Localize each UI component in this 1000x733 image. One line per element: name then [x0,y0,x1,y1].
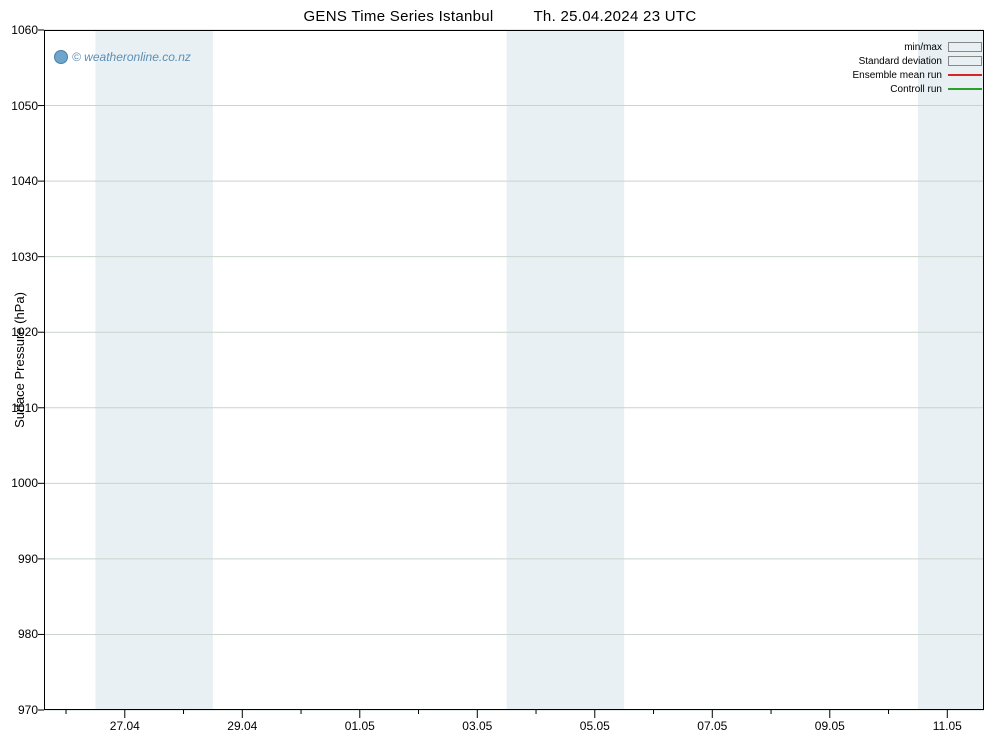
chart-title-right: Th. 25.04.2024 23 UTC [533,8,696,25]
legend-label: min/max [904,42,942,53]
x-tick-label: 29.04 [217,719,267,733]
x-tick-label: 03.05 [452,719,502,733]
y-tick-label: 1020 [0,325,38,339]
x-tick-label: 11.05 [922,719,972,733]
legend-swatch [948,42,982,52]
y-tick-label: 1060 [0,23,38,37]
x-tick-label: 01.05 [335,719,385,733]
chart-title: GENS Time Series Istanbul Th. 25.04.2024… [0,8,1000,25]
y-tick-label: 980 [0,627,38,641]
watermark-text: © weatheronline.co.nz [72,50,191,64]
y-tick-label: 1010 [0,401,38,415]
y-axis-label: Surface Pressure (hPa) [12,280,27,440]
legend-item: Ensemble mean run [853,68,983,82]
legend-item: min/max [853,40,983,54]
plot-area [44,30,984,710]
legend-item: Standard deviation [853,54,983,68]
legend-label: Controll run [890,84,942,95]
y-tick-label: 1040 [0,174,38,188]
legend-item: Controll run [853,82,983,96]
legend-swatch [948,56,982,66]
watermark: © weatheronline.co.nz [54,50,191,64]
y-tick-label: 1050 [0,99,38,113]
y-tick-label: 1030 [0,250,38,264]
y-tick-label: 990 [0,552,38,566]
y-tick-label: 1000 [0,476,38,490]
plot-svg [44,30,984,710]
globe-icon [54,50,68,64]
legend-swatch [948,70,982,80]
legend-label: Ensemble mean run [853,70,943,81]
chart-container: { "chart": { "type": "line", "title_left… [0,0,1000,733]
x-tick-label: 09.05 [805,719,855,733]
legend-label: Standard deviation [859,56,942,67]
x-tick-label: 27.04 [100,719,150,733]
chart-title-left: GENS Time Series Istanbul [303,8,493,25]
x-tick-label: 07.05 [687,719,737,733]
x-tick-label: 05.05 [570,719,620,733]
legend-swatch [948,84,982,94]
y-tick-label: 970 [0,703,38,717]
legend: min/max Standard deviation Ensemble mean r… [853,40,983,96]
